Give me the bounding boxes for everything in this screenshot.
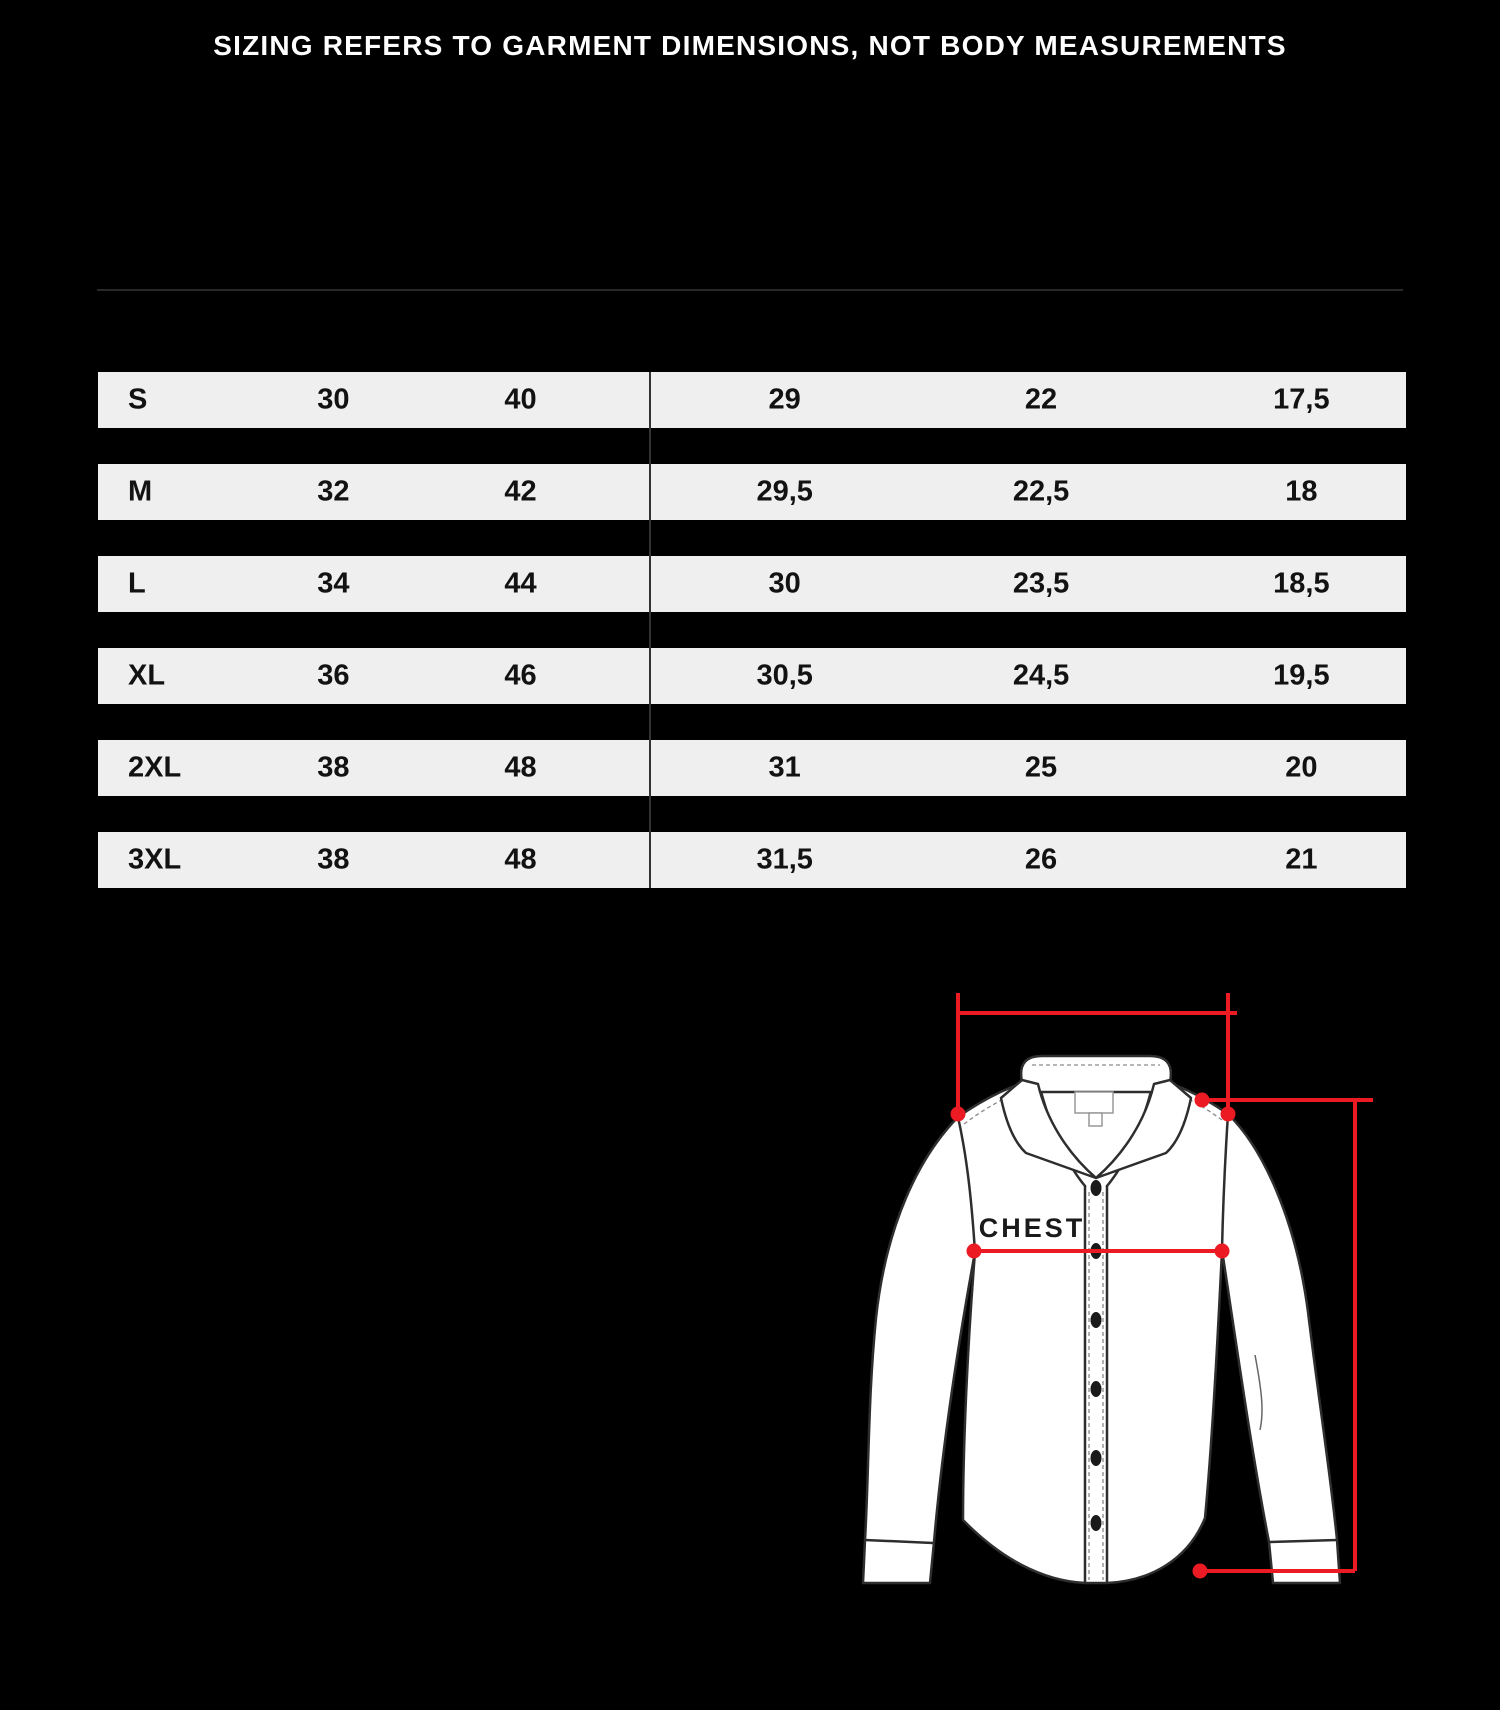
button (1090, 1381, 1102, 1397)
size-value: 44 (504, 567, 537, 600)
collar-band (1019, 1054, 1173, 1094)
size-value: 20 (1285, 751, 1318, 784)
button (1090, 1180, 1102, 1196)
left-armhole-seam (956, 1115, 977, 1254)
table-row: 2XL 38 48 31 25 20 (98, 740, 1406, 796)
size-value: 30 (317, 383, 350, 416)
size-value: 34 (317, 567, 350, 600)
table-row: XL 36 46 30,5 24,5 19,5 (98, 648, 1406, 704)
size-value: 25 (1024, 751, 1058, 784)
size-value: 29,5 (756, 475, 813, 508)
size-value: 29 (768, 383, 801, 416)
size-value: 17,5 (1273, 383, 1330, 416)
size-value: 30,5 (756, 659, 813, 692)
right-sleeve-placket (1254, 1354, 1263, 1431)
section-divider (97, 289, 1403, 291)
table-row: 3XL 38 48 31,5 26 21 (98, 832, 1406, 888)
chest-left-dot (966, 1243, 982, 1259)
size-value: 48 (504, 751, 537, 784)
size-value: 18 (1285, 475, 1318, 508)
size-value: 22 (1024, 383, 1058, 416)
size-label: XL (128, 659, 166, 692)
size-value: 23,5 (1012, 567, 1070, 600)
collar-right-flap (1094, 1078, 1193, 1180)
shirt-measurement-diagram: CHEST (760, 950, 1440, 1650)
size-value: 19,5 (1273, 659, 1330, 692)
size-value: 31,5 (756, 843, 813, 876)
size-value: 40 (504, 383, 537, 416)
size-value: 22,5 (1012, 475, 1070, 508)
chest-label: CHEST (979, 1213, 1086, 1243)
neck-label (1074, 1091, 1114, 1114)
button (1090, 1450, 1102, 1466)
size-value: 38 (317, 843, 350, 876)
size-value: 26 (1024, 843, 1058, 876)
size-label: L (128, 567, 146, 600)
shirt-diagram-svg: CHEST (861, 993, 1373, 1585)
size-value: 32 (317, 475, 350, 508)
size-table-rows: S 30 40 29 22 17,5 M 32 42 29,5 22,5 18 … (98, 372, 1406, 888)
size-value: 31 (768, 751, 801, 784)
button (1090, 1515, 1102, 1531)
page-title: SIZING REFERS TO GARMENT DIMENSIONS, NOT… (213, 30, 1287, 61)
size-label: S (128, 383, 148, 416)
size-value: 48 (504, 843, 537, 876)
right-cuff-seam (1267, 1538, 1339, 1544)
size-table: S 30 40 29 22 17,5 M 32 42 29,5 22,5 18 … (98, 372, 1406, 888)
size-value: 46 (504, 659, 537, 692)
shoulder-right-dot (1220, 1106, 1236, 1122)
button (1090, 1312, 1102, 1328)
size-label: M (128, 475, 153, 508)
shoulder-left-dot (950, 1106, 966, 1122)
size-label: 2XL (128, 751, 182, 784)
size-value: 36 (317, 659, 350, 692)
measurement-annotations: CHEST (950, 993, 1373, 1579)
shirt-body (861, 1076, 1342, 1585)
table-vertical-rule (649, 372, 651, 888)
size-value: 30 (768, 567, 801, 600)
size-value: 18,5 (1273, 567, 1330, 600)
table-row: M 32 42 29,5 22,5 18 (98, 464, 1406, 520)
size-value: 21 (1285, 843, 1318, 876)
table-row: L 34 44 30 23,5 18,5 (98, 556, 1406, 612)
hanger-loop (1088, 1112, 1103, 1127)
chest-right-dot (1214, 1243, 1230, 1259)
table-row: S 30 40 29 22 17,5 (98, 372, 1406, 428)
left-cuff-seam (863, 1538, 935, 1545)
size-value: 38 (317, 751, 350, 784)
size-value: 24,5 (1012, 659, 1070, 692)
size-value: 42 (504, 475, 537, 508)
length-bottom-dot (1192, 1563, 1208, 1579)
shirt-illustration (861, 1054, 1342, 1585)
buttons (1090, 1180, 1102, 1531)
right-armhole-seam (1220, 1112, 1230, 1252)
size-label: 3XL (128, 843, 182, 876)
